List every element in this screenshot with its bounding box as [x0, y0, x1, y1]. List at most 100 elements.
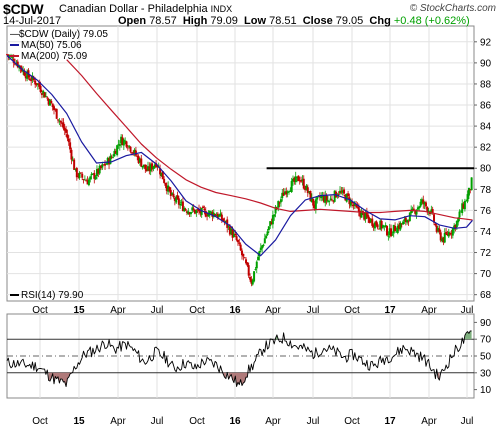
candle-body [266, 231, 269, 236]
candle-body [404, 217, 407, 223]
candle-body [171, 193, 174, 195]
candle-body [343, 189, 346, 194]
candle-body [368, 217, 371, 223]
candle-body [185, 211, 188, 213]
ma50-line [6, 55, 473, 257]
candle-body [372, 224, 375, 228]
candle-body [470, 177, 473, 191]
candle-body [93, 172, 96, 179]
candle-body [309, 190, 312, 202]
candle-body [349, 200, 352, 206]
candle-body [228, 226, 231, 235]
candle-body [81, 173, 84, 178]
candle-body [353, 203, 356, 206]
candle-body [329, 198, 332, 201]
candle-body [151, 163, 154, 170]
rsi-tick-label: 70 [480, 335, 492, 346]
candle-body [274, 206, 277, 214]
rsi-tick-label: 90 [480, 318, 492, 329]
candle-body [328, 201, 331, 202]
candle-body [82, 179, 85, 181]
x-tick-label: Oct [344, 416, 360, 426]
candle-body [341, 190, 344, 193]
candle-body [50, 100, 53, 104]
candle-body [410, 209, 413, 214]
candle-body [355, 204, 358, 207]
candle-body [441, 238, 444, 242]
candle-body [253, 271, 256, 282]
x-tick-label: Jul [151, 416, 164, 426]
price-tick-label: 68 [480, 290, 492, 301]
candle-body [415, 210, 418, 215]
price-y-axis: 68 70 72 74 76 78 80 82 84 86 88 90 92 [474, 37, 492, 301]
candle-body [34, 80, 37, 85]
candle-body [337, 193, 340, 195]
candle-body [183, 208, 186, 212]
candle-body [230, 228, 233, 235]
candle-body [204, 210, 207, 217]
candle-body [137, 156, 140, 163]
candle-body [386, 226, 389, 236]
candle-body [458, 211, 461, 218]
candle-body [126, 147, 129, 149]
rsi-x-axis: Oct 15 Apr Jul Oct 16 Apr Jul Oct 17 Apr Jul [32, 416, 473, 426]
candle-body [163, 178, 166, 183]
candle-body [133, 149, 136, 153]
candle-body [403, 219, 406, 221]
candle-body [408, 212, 411, 222]
candle-body [360, 211, 363, 218]
candle-body [302, 178, 305, 189]
candle-body [235, 236, 238, 241]
candle-body [400, 223, 403, 225]
candle-body [461, 203, 464, 214]
candle-body [392, 224, 395, 234]
rsi-tick-label: 30 [480, 368, 492, 379]
rsi-series [6, 330, 472, 388]
candle-body [95, 169, 98, 176]
open-value: 78.57 [149, 15, 177, 27]
candle-body [298, 180, 301, 182]
candle-body [451, 228, 454, 236]
candle-body [51, 103, 54, 108]
candle-body [434, 223, 437, 226]
quote-summary: Open 78.57 High 79.09 Low 78.51 Close 79… [118, 15, 470, 27]
candle-body [77, 175, 80, 177]
candle-body [426, 206, 429, 212]
candle-body [14, 63, 17, 65]
candle-body [206, 215, 209, 217]
x-tick-label: Jul [151, 305, 164, 316]
candle-body [220, 214, 223, 220]
candle-body [188, 212, 191, 215]
candle-body [373, 222, 376, 229]
candle-body [94, 176, 97, 180]
candle-body [124, 140, 127, 142]
candle-body [424, 202, 427, 207]
candle-body [32, 77, 35, 81]
candle-body [159, 168, 162, 175]
candle-body [445, 232, 448, 234]
candle-body [242, 253, 245, 257]
rsi-y-axis: 10 30 50 70 90 [474, 318, 492, 396]
candle-body [7, 54, 10, 57]
candle-body [136, 155, 139, 157]
candle-body [75, 168, 78, 178]
price-tick-label: 82 [480, 143, 492, 154]
candle-body [65, 129, 68, 133]
candle-body [108, 158, 111, 165]
candle-body [40, 93, 43, 95]
candle-body [207, 213, 210, 217]
x-tick-label: 17 [384, 305, 396, 316]
candle-body [210, 211, 213, 213]
candle-body [177, 198, 180, 205]
candle-body [339, 190, 342, 194]
candle-body [437, 227, 440, 231]
rsi-tick-label: 50 [480, 352, 492, 363]
candle-body [97, 168, 100, 174]
candle-body [67, 138, 70, 143]
candle-body [381, 225, 384, 228]
candle-body [6, 54, 8, 56]
candle-body [246, 262, 249, 266]
x-tick-label: Jul [461, 416, 474, 426]
candle-body [102, 164, 105, 166]
candle-body [38, 82, 41, 87]
